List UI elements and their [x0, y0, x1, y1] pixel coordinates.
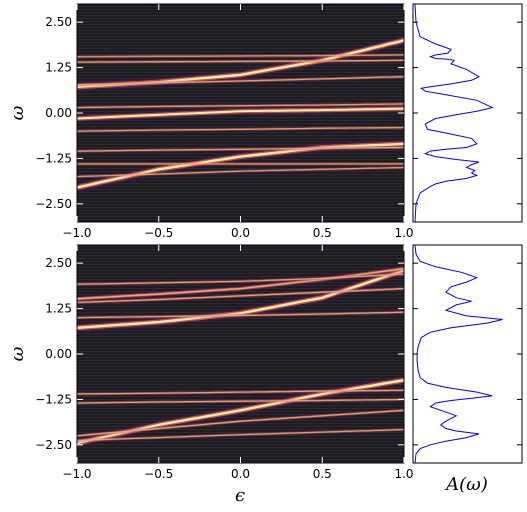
- top-heatmap-y-label: ω: [7, 105, 28, 120]
- top-xtick-label: 1.0: [394, 226, 413, 240]
- bot-band-7-core: [77, 398, 404, 404]
- top-band-10-core: [77, 166, 404, 178]
- bot-xtick-label: 1.0: [394, 467, 413, 481]
- bot-ytick-label: 2.50: [45, 256, 72, 270]
- top-spectral-line: [414, 3, 494, 223]
- bot-ytick-label: −1.25: [35, 392, 72, 406]
- bot-band-2-core: [77, 287, 404, 304]
- top-band-5-core: [77, 103, 404, 109]
- bot-ytick-label: −2.50: [35, 438, 72, 452]
- bottom-spectral-line: [414, 244, 503, 464]
- bottom-spectral-panel: A(ω): [412, 244, 523, 495]
- bot-xtick-label: −0.5: [144, 467, 173, 481]
- bottom-heatmap-bands: [77, 265, 404, 448]
- bot-band-6-core: [77, 389, 404, 395]
- bot-band-1-core: [77, 311, 404, 319]
- top-band-3-core: [77, 54, 404, 58]
- top-heatmap-panel: 2.50 1.25 0.00 −1.25 −2.50 −1.0 −0.5 0.0 0.5 1.0…: [7, 3, 414, 240]
- top-spectral-panel: [412, 3, 523, 223]
- top-band-6-core: [77, 126, 404, 132]
- bot-band-9-core: [77, 428, 404, 442]
- bottom-heatmap-x-ticks: −1.0 −0.5 0.0 0.5 1.0: [62, 245, 414, 481]
- bot-xtick-label: −1.0: [62, 467, 91, 481]
- top-heatmap-bands: [77, 36, 404, 192]
- bottom-heatmap-panel: 2.50 1.25 0.00 −1.25 −2.50 −1.0 −0.5 0.0 0.5 1.0…: [7, 244, 414, 506]
- top-ytick-label: −2.50: [35, 197, 72, 211]
- bottom-spectral-frame: [412, 244, 523, 464]
- top-band-8-core: [77, 146, 404, 152]
- bottom-heatmap-x-label: ϵ: [235, 485, 245, 506]
- bot-ytick-label: 1.25: [45, 302, 72, 316]
- bot-xtick-label: 0.5: [313, 467, 332, 481]
- top-ytick-label: 1.25: [45, 61, 72, 75]
- bot-band-8-core: [77, 409, 404, 437]
- top-ytick-label: −1.25: [35, 151, 72, 165]
- top-band-2-core: [77, 59, 404, 63]
- top-xtick-label: 0.0: [231, 226, 250, 240]
- top-xtick-label: 0.5: [313, 226, 332, 240]
- top-band-1-core: [77, 76, 404, 86]
- bot-ytick-label: 0.00: [45, 347, 72, 361]
- bottom-spectral-x-label: A(ω): [444, 474, 488, 495]
- top-ytick-label: 0.00: [45, 106, 72, 120]
- top-xtick-label: −0.5: [144, 226, 173, 240]
- top-heatmap-y-ticks: 2.50 1.25 0.00 −1.25 −2.50: [35, 15, 404, 211]
- top-heatmap-x-ticks: −1.0 −0.5 0.0 0.5 1.0: [62, 4, 414, 240]
- top-band-4-core: [77, 107, 404, 120]
- top-spectral-y-ticks: [413, 21, 522, 205]
- top-ytick-label: 2.50: [45, 15, 72, 29]
- bottom-heatmap-y-label: ω: [7, 346, 28, 361]
- top-xtick-label: −1.0: [62, 226, 91, 240]
- bottom-heatmap-y-ticks: 2.50 1.25 0.00 −1.25 −2.50: [35, 256, 404, 452]
- bot-xtick-label: 0.0: [231, 467, 250, 481]
- bot-band-4-core: [77, 273, 404, 285]
